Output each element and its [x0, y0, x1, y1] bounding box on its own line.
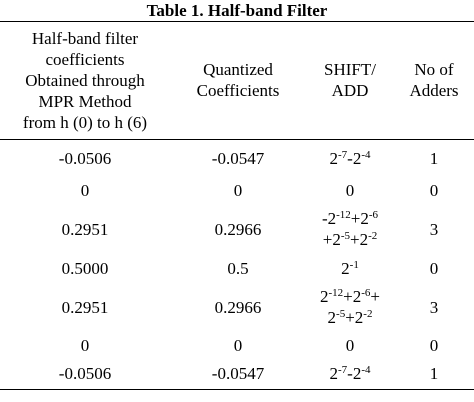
cell: 0.2951 — [61, 219, 109, 239]
header-line: No of — [414, 60, 454, 80]
exponent: -7 — [337, 148, 348, 161]
cell: 0 — [80, 181, 90, 200]
cell: 0 — [429, 336, 439, 355]
header-line: Coefficients — [196, 81, 280, 101]
table-row: -0.0506 -0.0547 2-7-2-4 1 — [0, 359, 474, 390]
expression-line: 2-5+2-2 — [306, 307, 394, 328]
cell: 0 — [233, 181, 243, 200]
cell: 1 — [394, 359, 474, 390]
term: +2 — [350, 230, 369, 249]
term: -2 — [347, 364, 362, 384]
term: 2 — [329, 148, 338, 168]
term: 2 — [319, 287, 329, 306]
table-body: -0.0506 -0.0547 2-7-2-4 1 0 0 0 0 0.2951 0.2966 -2… — [0, 139, 474, 390]
cell: 0 — [306, 332, 394, 359]
cell: 1 — [429, 148, 439, 168]
header-line: Adders — [409, 81, 459, 101]
cell: 0 — [233, 336, 243, 355]
term: 2 — [341, 258, 350, 278]
expression-line: 2-7-2-4 — [306, 148, 394, 169]
term: +2 — [343, 287, 362, 306]
exponent: -5 — [340, 230, 350, 242]
cell: 2-1 — [306, 254, 394, 282]
header-line: coefficients — [45, 49, 125, 69]
header-cell: Quantized Coefficients — [170, 22, 306, 140]
header-cell: Half-band filter coefficients Obtained thr… — [0, 22, 170, 140]
expression-line: 0 — [306, 180, 394, 201]
cell: -2-12+2-6 +2-5+2-2 — [306, 204, 394, 254]
cell: 0.2951 — [61, 297, 109, 317]
cell: 2-12+2-6+ 2-5+2-2 — [306, 282, 394, 332]
term: + — [370, 287, 381, 306]
table-row: 0 0 0 0 — [0, 177, 474, 204]
expression-line: 2-1 — [306, 258, 394, 279]
header-line: ADD — [331, 81, 369, 101]
exponent: -1 — [349, 258, 359, 271]
cell: 0 — [429, 181, 439, 200]
term: -2 — [321, 209, 337, 228]
cell: 0.5 — [227, 258, 249, 278]
header-cell: No of Adders — [394, 22, 474, 140]
cell: 0 — [80, 336, 90, 355]
cell: 0.5000 — [61, 258, 109, 278]
exponent: -4 — [361, 364, 371, 377]
header-line: SHIFT/ — [324, 60, 376, 80]
table-row: 0.2951 0.2966 2-12+2-6+ 2-5+2-2 3 — [0, 282, 474, 332]
expression-line: 2-7-2-4 — [306, 363, 394, 384]
table: Half-band filter coefficients Obtained thr… — [0, 22, 474, 390]
term: +2 — [345, 308, 364, 327]
header-line: Quantized — [203, 60, 273, 80]
table-header: Half-band filter coefficients Obtained thr… — [0, 22, 474, 140]
exponent: -2 — [368, 230, 378, 242]
cell: 0 — [429, 258, 439, 278]
table-row: 0.2951 0.2966 -2-12+2-6 +2-5+2-2 3 — [0, 204, 474, 254]
exponent: -7 — [337, 364, 348, 377]
expression-line: -2-12+2-6 — [306, 208, 394, 229]
cell: -0.0506 — [0, 359, 170, 390]
term: +2 — [350, 209, 369, 228]
term: 2 — [327, 308, 337, 327]
header-line: from h (0) to h (6) — [22, 112, 148, 132]
cell: -0.0547 — [170, 359, 306, 390]
header-row: Half-band filter coefficients Obtained thr… — [0, 22, 474, 140]
header-line: Half-band filter — [31, 28, 139, 48]
table-row: 0 0 0 0 — [0, 332, 474, 359]
exponent: -6 — [361, 287, 371, 299]
term: 0 — [345, 181, 355, 200]
header-cell: SHIFT/ADD — [306, 22, 394, 140]
table-row: 0.5000 0.5 2-1 0 — [0, 254, 474, 282]
cell: 0.2966 — [214, 219, 262, 239]
header-line: MPR Method — [38, 91, 132, 111]
exponent: -5 — [336, 308, 346, 320]
exponent: -12 — [328, 287, 344, 299]
cell: 3 — [429, 297, 439, 317]
term: 2 — [329, 364, 338, 384]
table-title: Table 1. Half-band Filter — [0, 0, 474, 22]
cell: 3 — [429, 219, 439, 239]
term: +2 — [322, 230, 341, 249]
exponent: -6 — [368, 209, 379, 221]
header-line: Obtained through — [25, 70, 145, 90]
exponent: -4 — [361, 148, 371, 161]
exponent: -12 — [336, 209, 351, 221]
expression-line: 0 — [306, 335, 394, 356]
table-row: -0.0506 -0.0547 2-7-2-4 1 — [0, 139, 474, 177]
cell: 0 — [306, 177, 394, 204]
cell: -0.0506 — [58, 148, 112, 168]
expression-line: 2-12+2-6+ — [306, 286, 394, 307]
cell: -0.0547 — [211, 148, 265, 168]
term: 0 — [345, 336, 355, 355]
term: -2 — [347, 148, 362, 168]
cell: 2-7-2-4 — [306, 139, 394, 177]
exponent: -2 — [363, 308, 373, 320]
expression-line: +2-5+2-2 — [306, 229, 394, 250]
cell: 0.2966 — [214, 297, 262, 317]
cell: 2-7-2-4 — [306, 359, 394, 390]
